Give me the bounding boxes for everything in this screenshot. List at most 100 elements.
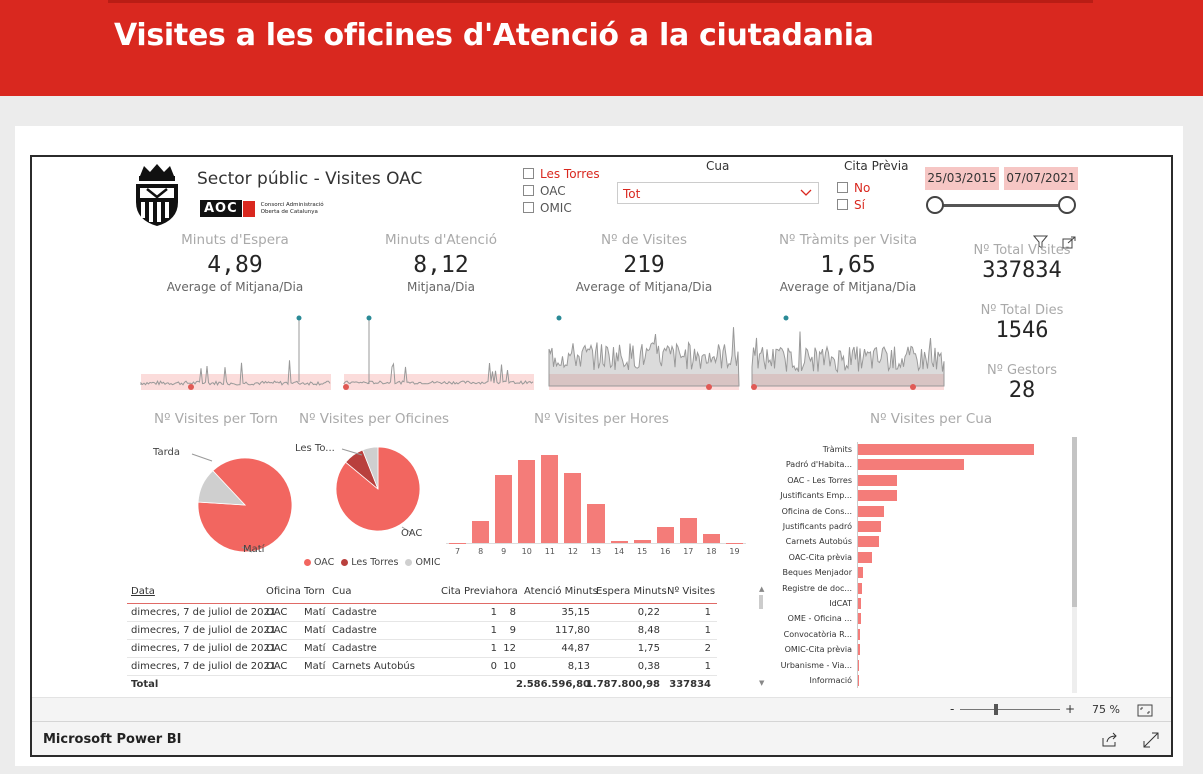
cua-bar[interactable] bbox=[858, 613, 861, 625]
office-option-omic[interactable]: OMIC bbox=[523, 199, 600, 216]
bar-hora-11[interactable] bbox=[541, 454, 559, 543]
fit-to-page-icon[interactable] bbox=[1137, 704, 1153, 717]
cua-bar-chart: Tràmits Padró d'Habita... OAC - Les Torres… bbox=[762, 440, 1082, 690]
bar-hora-12[interactable] bbox=[564, 473, 582, 543]
bar-hora-14[interactable] bbox=[610, 541, 628, 543]
col-espera[interactable]: Espera Minuts bbox=[596, 586, 667, 597]
x-tick-label: 18 bbox=[706, 547, 717, 556]
kpi-visites: Nº de Visites 219 Average of Mitjana/Dia bbox=[549, 232, 739, 294]
table-cell: Matí bbox=[304, 643, 326, 654]
cua-bar[interactable] bbox=[858, 567, 864, 579]
powerbi-brand[interactable]: Microsoft Power BI bbox=[43, 732, 182, 747]
pie-slice-omic[interactable] bbox=[362, 446, 379, 490]
cua-scroll-thumb[interactable] bbox=[1072, 437, 1077, 607]
table-row[interactable]: dimecres, 7 de juliol de 2021 OAC Matí Cada… bbox=[127, 622, 717, 640]
cua-bar[interactable] bbox=[858, 675, 859, 686]
zoom-in-button[interactable]: + bbox=[1065, 702, 1076, 716]
x-tick-label: 9 bbox=[501, 547, 507, 556]
focus-mode-icon[interactable] bbox=[1062, 236, 1076, 249]
cua-bar[interactable] bbox=[858, 536, 880, 548]
x-tick-label: 14 bbox=[613, 547, 625, 556]
table-cell: Matí bbox=[304, 607, 326, 618]
torn-pie-chart bbox=[191, 453, 292, 553]
table-scroll-thumb[interactable] bbox=[759, 595, 763, 609]
date-slider-start-handle[interactable] bbox=[926, 196, 944, 214]
checkbox[interactable] bbox=[523, 185, 534, 196]
bar-hora-13[interactable] bbox=[587, 504, 605, 543]
x-tick-label: 11 bbox=[544, 547, 555, 556]
checkbox[interactable] bbox=[523, 168, 534, 179]
bar-hora-16[interactable] bbox=[656, 526, 674, 543]
cua-bar[interactable] bbox=[858, 628, 860, 640]
col-torn[interactable]: Torn bbox=[304, 586, 325, 597]
scroll-down-icon[interactable]: ▼ bbox=[759, 679, 765, 687]
hores-bar-chart bbox=[446, 447, 746, 544]
total-label: Total bbox=[131, 679, 159, 690]
cua-dropdown[interactable]: Tot bbox=[617, 182, 819, 204]
filter-icon[interactable] bbox=[1033, 235, 1048, 249]
cua-bar[interactable] bbox=[858, 659, 860, 671]
zoom-slider-handle[interactable] bbox=[994, 704, 998, 715]
table-cell: Matí bbox=[304, 661, 326, 672]
office-option-oac[interactable]: OAC bbox=[523, 182, 600, 199]
bar-hora-15[interactable] bbox=[633, 540, 651, 543]
checkbox[interactable] bbox=[837, 199, 848, 210]
total-espera: 1.787.800,98 bbox=[585, 679, 660, 690]
cua-bar[interactable] bbox=[858, 582, 862, 594]
col-visites[interactable]: Nº Visites bbox=[667, 586, 716, 597]
cua-bar[interactable] bbox=[858, 474, 897, 486]
col-cita-previa[interactable]: Cita Previa bbox=[441, 586, 495, 597]
checkbox[interactable] bbox=[523, 202, 534, 213]
page-title: Visites a les oficines d'Atenció a la ci… bbox=[114, 18, 874, 53]
table-scrollbar[interactable]: ▲ ▼ bbox=[759, 585, 765, 687]
table-cell: 1 bbox=[704, 661, 711, 672]
cita-option-no[interactable]: No bbox=[837, 179, 870, 196]
bar-hora-9[interactable] bbox=[495, 475, 513, 543]
table-cell: 1 bbox=[490, 643, 497, 654]
table-cell: 9 bbox=[509, 625, 516, 636]
cua-bar[interactable] bbox=[858, 598, 861, 609]
total-value: 28 bbox=[1008, 378, 1036, 403]
legend-oac: OAC bbox=[314, 557, 335, 568]
zoom-slider-track[interactable] bbox=[960, 709, 1060, 710]
kpi-value: 8,12 bbox=[413, 252, 469, 278]
cua-category-label: OAC-Cita prèvia bbox=[788, 552, 852, 562]
pie-slice-tarda[interactable] bbox=[197, 470, 246, 506]
table-cell: 1 bbox=[704, 625, 711, 636]
col-data[interactable]: Data bbox=[131, 586, 155, 597]
table-row[interactable]: dimecres, 7 de juliol de 2021 OAC Matí Carn… bbox=[127, 658, 717, 676]
cua-category-label: Convocatòria R... bbox=[783, 629, 852, 639]
col-hora[interactable]: hora bbox=[495, 586, 518, 597]
kpi-atencio: Minuts d'Atenció 8,12 Mitjana/Dia bbox=[346, 232, 536, 294]
x-tick-label: 10 bbox=[521, 547, 532, 556]
col-cua[interactable]: Cua bbox=[332, 586, 352, 597]
cua-bar[interactable] bbox=[858, 644, 860, 656]
scroll-up-icon[interactable]: ▲ bbox=[759, 585, 765, 593]
date-slider-end-handle[interactable] bbox=[1058, 196, 1076, 214]
cua-bar[interactable] bbox=[858, 459, 964, 471]
sparkline-atencio bbox=[343, 315, 534, 390]
checkbox[interactable] bbox=[837, 182, 848, 193]
col-oficina[interactable]: Oficina bbox=[266, 586, 301, 597]
table-row[interactable]: dimecres, 7 de juliol de 2021 OAC Matí Cada… bbox=[127, 640, 717, 658]
cua-bar[interactable] bbox=[858, 490, 897, 502]
office-option-les-torres[interactable]: Les Torres bbox=[523, 165, 600, 182]
bar-hora-18[interactable] bbox=[702, 534, 720, 543]
cua-bar[interactable] bbox=[858, 551, 873, 563]
zoom-out-button[interactable]: - bbox=[950, 702, 955, 716]
bar-hora-10[interactable] bbox=[518, 459, 536, 543]
bar-hora-8[interactable] bbox=[472, 520, 490, 543]
cua-bar[interactable] bbox=[858, 444, 1034, 455]
page-header: Visites a les oficines d'Atenció a la ci… bbox=[0, 0, 1203, 96]
fullscreen-icon[interactable] bbox=[1143, 732, 1159, 748]
date-to[interactable]: 07/07/2021 bbox=[1004, 167, 1078, 190]
cua-scrollbar[interactable] bbox=[1072, 437, 1077, 693]
date-from[interactable]: 25/03/2015 bbox=[925, 167, 999, 190]
cita-option-si[interactable]: Sí bbox=[837, 196, 870, 213]
bar-hora-17[interactable] bbox=[679, 517, 697, 543]
table-row[interactable]: dimecres, 7 de juliol de 2021 OAC Matí Cada… bbox=[127, 604, 717, 622]
cua-bar[interactable] bbox=[858, 521, 881, 532]
col-atencio[interactable]: Atenció Minuts bbox=[524, 586, 598, 597]
cua-bar[interactable] bbox=[858, 505, 885, 517]
share-icon[interactable] bbox=[1102, 732, 1118, 747]
